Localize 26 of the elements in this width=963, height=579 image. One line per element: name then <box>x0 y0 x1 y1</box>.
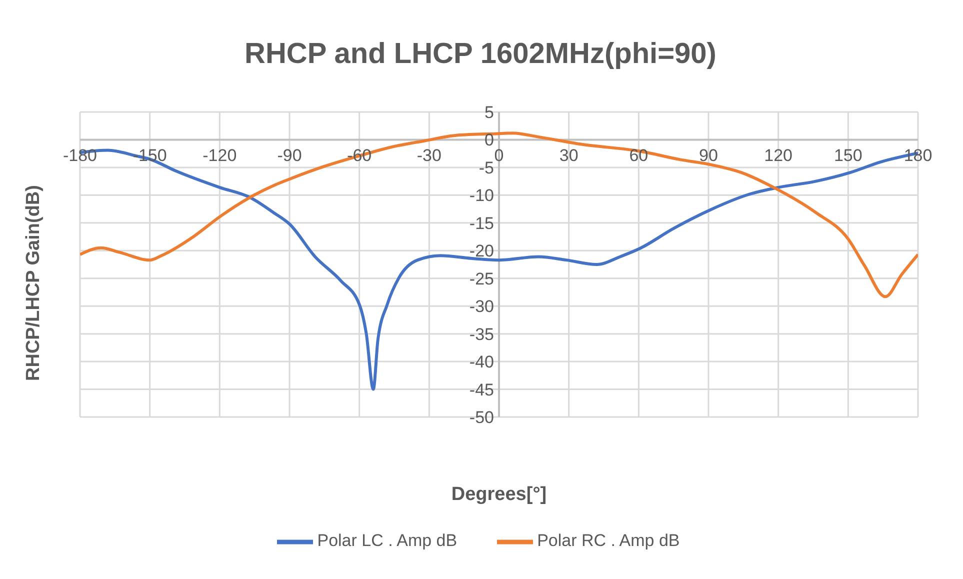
x-tick-label: -30 <box>416 146 442 165</box>
x-axis-title: Degrees[°] <box>450 484 548 506</box>
y-tick-label: -10 <box>469 186 494 206</box>
y-tick-label: 5 <box>484 103 494 122</box>
y-tick-label: -25 <box>469 269 494 288</box>
y-tick-label: 0 <box>484 130 494 150</box>
chart-title: RHCP and LHCP 1602MHz(phi=90) <box>244 38 718 71</box>
y-tick-label: -45 <box>469 380 494 400</box>
x-tick-label: 150 <box>834 146 862 165</box>
y-tick-label: -50 <box>469 408 494 427</box>
x-tick-label: -120 <box>202 146 237 165</box>
x-tick-label: -180 <box>62 146 98 165</box>
x-tick-label: 180 <box>904 146 932 165</box>
y-tick-label: -40 <box>469 352 494 372</box>
x-tick-label: 120 <box>764 146 793 165</box>
y-tick-label: -35 <box>469 324 494 344</box>
y-axis-title: RHCP/LHCP Gain(dB) <box>23 184 45 380</box>
y-tick-label: -20 <box>469 242 494 261</box>
y-tick-label: -30 <box>469 297 494 316</box>
x-tick-label: 30 <box>559 146 578 165</box>
y-tick-label: -5 <box>478 158 494 178</box>
x-tick-label: 90 <box>699 146 718 165</box>
legend-label: Polar LC . Amp dB <box>317 531 458 550</box>
x-tick-label: -90 <box>277 146 302 165</box>
y-tick-label: -15 <box>469 214 494 233</box>
legend-label: Polar RC . Amp dB <box>537 531 680 550</box>
